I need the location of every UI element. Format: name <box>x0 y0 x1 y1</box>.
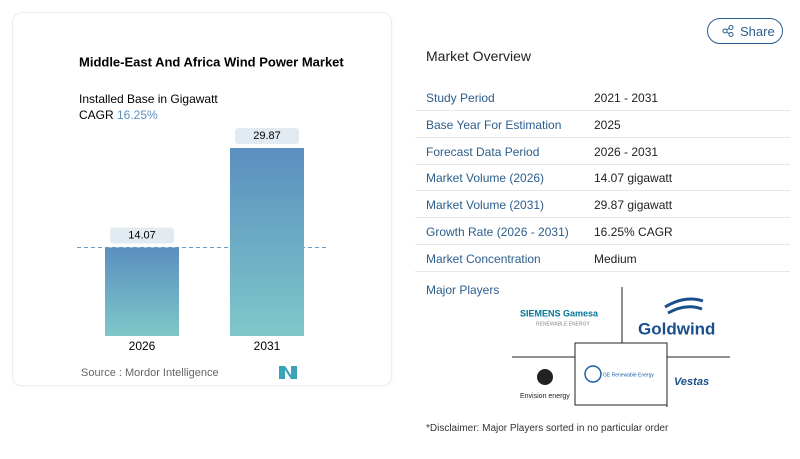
value-label: 29.87 <box>253 130 281 142</box>
cagr-label: CAGR <box>79 108 114 122</box>
players-logos: SIEMENS Gamesa RENEWABLE ENERGY Goldwind… <box>512 287 730 407</box>
disclaimer: *Disclaimer: Major Players sorted in no … <box>426 423 669 434</box>
x-tick-label: 2026 <box>129 339 156 353</box>
brand-logo <box>279 366 297 379</box>
row-label: Market Concentration <box>426 251 541 266</box>
overview-row: Market Volume (2026) 14.07 gigawatt <box>415 164 790 192</box>
chart-card: Middle-East And Africa Wind Power Market… <box>12 12 392 386</box>
overview-row: Base Year For Estimation 2025 <box>415 111 790 138</box>
row-value: Medium <box>594 251 637 266</box>
logo-envision: Envision energy <box>520 393 570 400</box>
chart-subtitle: Installed Base in Gigawatt <box>79 92 218 106</box>
row-label: Study Period <box>426 91 495 105</box>
logo-siemens: SIEMENS Gamesa <box>520 308 599 318</box>
cagr-value: 16.25% <box>117 108 158 122</box>
logo-vestas: Vestas <box>674 376 709 388</box>
value-label: 14.07 <box>128 229 156 241</box>
value-label-box <box>235 128 299 144</box>
overview-title: Market Overview <box>426 48 532 64</box>
chart: Middle-East And Africa Wind Power Market… <box>77 54 344 379</box>
overview-row: Growth Rate (2026 - 2031) 16.25% CAGR <box>415 218 790 245</box>
bar <box>105 247 179 336</box>
bar <box>230 148 304 336</box>
row-value: 29.87 gigawatt <box>594 198 673 213</box>
value-label-box <box>110 227 174 244</box>
envision-icon <box>537 369 553 385</box>
source: Source : Mordor Intelligence <box>81 367 219 379</box>
overview-row: Market Volume (2031) 29.87 gigawatt <box>415 191 790 219</box>
row-value: 16.25% CAGR <box>594 225 673 239</box>
ge-icon <box>584 365 602 383</box>
row-value: 2025 <box>594 117 621 132</box>
logo-goldwind: Goldwind <box>638 319 715 338</box>
logo-ge: GE Renewable Energy <box>603 372 654 378</box>
row-label: Growth Rate (2026 - 2031) <box>426 225 569 239</box>
row-label: Base Year For Estimation <box>426 117 562 132</box>
players-title: Major Players <box>426 283 500 297</box>
goldwind-icon <box>664 297 704 315</box>
overview-row: Market Concentration Medium <box>415 245 790 272</box>
row-label: Market Volume (2031) <box>426 198 545 213</box>
row-value: 2021 - 2031 <box>594 91 659 105</box>
row-label: Forecast Data Period <box>426 144 540 159</box>
row-value: 14.07 gigawatt <box>594 171 673 186</box>
share-button[interactable]: Share <box>707 18 783 44</box>
x-tick-label: 2031 <box>254 339 281 353</box>
share-icon <box>722 25 734 37</box>
row-label: Market Volume (2026) <box>426 171 545 186</box>
row-value: 2026 - 2031 <box>594 144 659 159</box>
share-label: Share <box>740 24 775 39</box>
overview-row: Study Period 2021 - 2031 <box>415 84 790 111</box>
overview-row: Forecast Data Period 2026 - 2031 <box>415 138 790 165</box>
chart-title: Middle-East And Africa Wind Power Market <box>79 54 344 69</box>
logo-siemens-sub: RENEWABLE ENERGY <box>536 321 590 327</box>
